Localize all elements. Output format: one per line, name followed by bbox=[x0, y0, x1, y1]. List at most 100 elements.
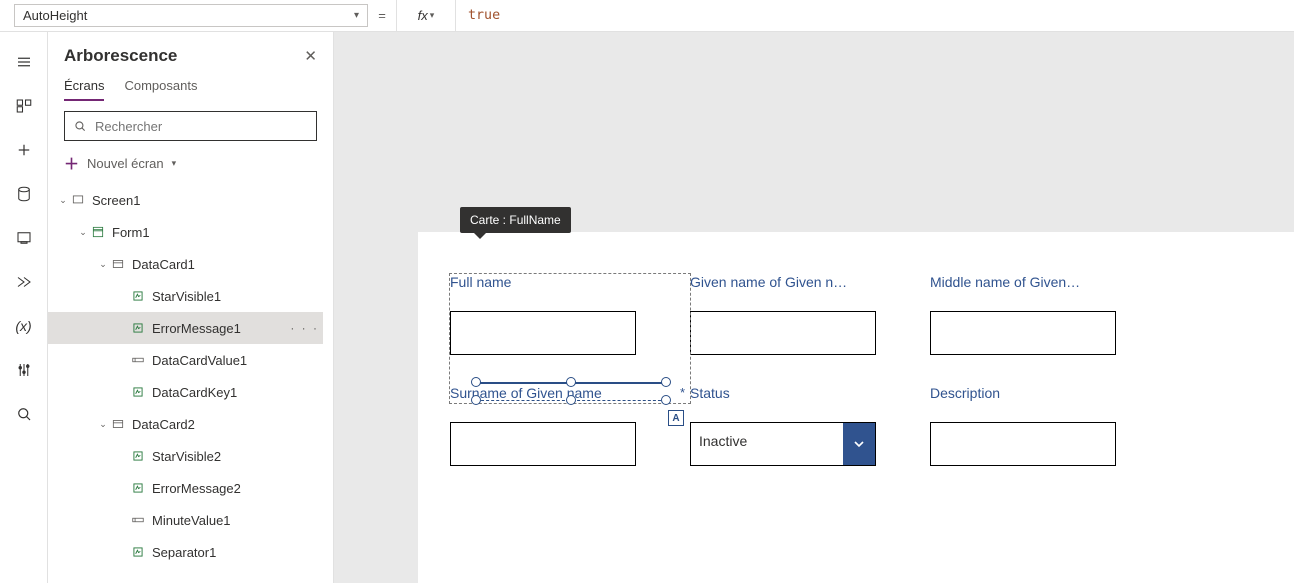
search-icon bbox=[73, 119, 87, 133]
tree-item-datacard1[interactable]: ⌄DataCard1· · · bbox=[48, 248, 323, 280]
resize-handle[interactable] bbox=[566, 395, 576, 405]
tree-item-minutevalue1[interactable]: MinuteValue1· · · bbox=[48, 504, 323, 536]
fx-label: fx bbox=[418, 8, 428, 23]
data-card[interactable]: Given name of Given n… bbox=[690, 274, 928, 355]
artboard: Carte : FullName Full nameGiven name of … bbox=[418, 232, 1294, 583]
input-icon bbox=[130, 512, 146, 528]
property-selector-label: AutoHeight bbox=[23, 8, 87, 23]
resize-handle[interactable] bbox=[566, 377, 576, 387]
card-label: Middle name of Given… bbox=[930, 274, 1080, 290]
tree-item-label: Screen1 bbox=[92, 193, 140, 208]
tree-item-starvisible2[interactable]: StarVisible2· · · bbox=[48, 440, 323, 472]
more-icon[interactable]: · · · bbox=[290, 321, 319, 335]
data-card[interactable]: Full name bbox=[450, 274, 688, 355]
tree-item-label: DataCardKey1 bbox=[152, 385, 237, 400]
search-box[interactable] bbox=[64, 111, 317, 141]
power-automate-icon[interactable] bbox=[0, 262, 48, 302]
label-icon bbox=[130, 288, 146, 304]
tree-item-label: DataCard1 bbox=[132, 257, 195, 272]
selection-tooltip: Carte : FullName bbox=[460, 207, 571, 233]
input-icon bbox=[130, 352, 146, 368]
resize-handle[interactable] bbox=[471, 395, 481, 405]
form-icon bbox=[90, 224, 106, 240]
fx-button[interactable]: fx ▾ bbox=[396, 0, 456, 31]
tree-view-icon[interactable] bbox=[0, 86, 48, 126]
resize-handle[interactable] bbox=[661, 395, 671, 405]
tree-item-label: Separator1 bbox=[152, 545, 216, 560]
property-selector[interactable]: AutoHeight ▾ bbox=[14, 4, 368, 27]
new-screen-button[interactable]: ＋ Nouvel écran ▾ bbox=[48, 147, 333, 184]
chevron-down-icon[interactable]: ⌄ bbox=[96, 259, 110, 270]
dropdown-value: Inactive bbox=[691, 423, 843, 465]
chevron-down-icon: ▾ bbox=[172, 158, 177, 169]
label-icon bbox=[130, 320, 146, 336]
plus-icon: ＋ bbox=[64, 153, 79, 174]
equals-sign: = bbox=[368, 0, 396, 31]
card-icon bbox=[110, 256, 126, 272]
resize-handle[interactable] bbox=[471, 377, 481, 387]
close-icon[interactable]: ✕ bbox=[304, 47, 317, 65]
variables-icon[interactable]: (x) bbox=[0, 306, 48, 346]
tree-item-form1[interactable]: ⌄Form1· · · bbox=[48, 216, 323, 248]
tree-item-label: DataCard2 bbox=[132, 417, 195, 432]
tree-item-datacardkey1[interactable]: DataCardKey1· · · bbox=[48, 376, 323, 408]
data-card[interactable]: *StatusInactive bbox=[690, 385, 928, 466]
tree-item-screen1[interactable]: ⌄Screen1· · · bbox=[48, 184, 323, 216]
tree-item-errormessage2[interactable]: ErrorMessage2· · · bbox=[48, 472, 323, 504]
formula-input[interactable] bbox=[456, 0, 1294, 31]
tab-components[interactable]: Composants bbox=[124, 78, 197, 101]
chevron-down-icon: ▾ bbox=[354, 10, 359, 21]
tab-screens[interactable]: Écrans bbox=[64, 78, 104, 101]
search-input[interactable] bbox=[95, 119, 308, 134]
card-label: Description bbox=[930, 385, 1000, 401]
hamburger-icon[interactable] bbox=[0, 42, 48, 82]
text-field[interactable] bbox=[450, 422, 636, 466]
data-card[interactable]: Middle name of Given… bbox=[930, 274, 1168, 355]
search-icon[interactable] bbox=[0, 394, 48, 434]
text-field[interactable] bbox=[450, 311, 636, 355]
text-field[interactable] bbox=[930, 311, 1116, 355]
chevron-down-icon[interactable]: ⌄ bbox=[76, 227, 90, 238]
advanced-tools-icon[interactable] bbox=[0, 350, 48, 390]
panel-title: Arborescence bbox=[64, 46, 177, 66]
card-label: Full name bbox=[450, 274, 511, 290]
tree-item-separator1[interactable]: Separator1· · · bbox=[48, 536, 323, 568]
tree-item-label: StarVisible1 bbox=[152, 289, 221, 304]
tree-item-label: DataCardValue1 bbox=[152, 353, 247, 368]
resize-handle[interactable] bbox=[661, 377, 671, 387]
formula-bar: AutoHeight ▾ = fx ▾ bbox=[0, 0, 1294, 32]
card-label: Given name of Given n… bbox=[690, 274, 847, 290]
label-icon bbox=[130, 448, 146, 464]
tree-item-starvisible1[interactable]: StarVisible1· · · bbox=[48, 280, 323, 312]
tree-item-datacardvalue1[interactable]: DataCardValue1· · · bbox=[48, 344, 323, 376]
tree-view-panel: Arborescence ✕ Écrans Composants ＋ Nouve… bbox=[48, 32, 334, 583]
text-field[interactable] bbox=[930, 422, 1116, 466]
text-field[interactable] bbox=[690, 311, 876, 355]
chevron-down-icon[interactable]: ⌄ bbox=[96, 419, 110, 430]
tree-list: ⌄Screen1· · ·⌄Form1· · ·⌄DataCard1· · ·S… bbox=[48, 184, 333, 583]
tree-item-label: ErrorMessage1 bbox=[152, 321, 241, 336]
chevron-down-icon[interactable]: ⌄ bbox=[56, 195, 70, 206]
label-icon bbox=[130, 480, 146, 496]
required-asterisk: * bbox=[680, 385, 685, 400]
autoheight-badge: A bbox=[668, 410, 684, 426]
tree-item-label: ErrorMessage2 bbox=[152, 481, 241, 496]
label-icon bbox=[130, 544, 146, 560]
form-grid: Full name Given name of Given n… Middle na… bbox=[450, 274, 1168, 466]
tree-item-datacard2[interactable]: ⌄DataCard2· · · bbox=[48, 408, 323, 440]
insert-icon[interactable] bbox=[0, 130, 48, 170]
data-card[interactable]: Description bbox=[930, 385, 1168, 466]
dropdown-field[interactable]: Inactive bbox=[690, 422, 876, 466]
data-icon[interactable] bbox=[0, 174, 48, 214]
tree-item-label: StarVisible2 bbox=[152, 449, 221, 464]
screen-icon bbox=[70, 192, 86, 208]
card-label: Status bbox=[690, 385, 730, 401]
media-icon[interactable] bbox=[0, 218, 48, 258]
card-icon bbox=[110, 416, 126, 432]
canvas[interactable]: Carte : FullName Full name Given name of … bbox=[334, 32, 1294, 583]
tree-item-label: Form1 bbox=[112, 225, 150, 240]
chevron-down-icon[interactable] bbox=[843, 423, 875, 465]
new-screen-label: Nouvel écran bbox=[87, 156, 164, 171]
tree-item-label: MinuteValue1 bbox=[152, 513, 231, 528]
tree-item-errormessage1[interactable]: ErrorMessage1 · · · bbox=[48, 312, 323, 344]
